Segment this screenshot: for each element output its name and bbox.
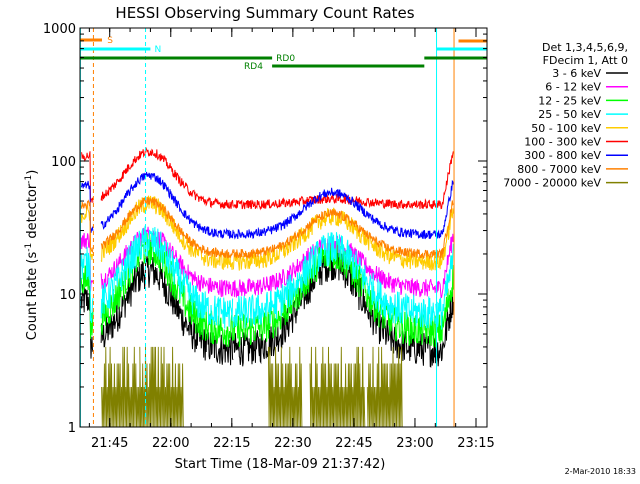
x-tick-label-2: 22:00 bbox=[152, 436, 189, 451]
series-6 bbox=[80, 147, 454, 211]
series-9-trace-5 bbox=[366, 346, 403, 428]
series-4-segment-3 bbox=[232, 232, 437, 329]
series-1-segment-3 bbox=[232, 247, 437, 368]
series-4 bbox=[80, 225, 454, 330]
legend-label-4: 25 - 50 keV bbox=[538, 108, 601, 121]
series-9 bbox=[101, 346, 403, 428]
series-7-segment-1 bbox=[80, 180, 94, 233]
legend-header-decimation: FDecim 1, Att 0 bbox=[543, 54, 628, 67]
series-9-trace-2 bbox=[139, 346, 184, 428]
series-8-segment-1 bbox=[80, 199, 94, 253]
series-2-segment-4 bbox=[435, 233, 454, 299]
plot-frame bbox=[79, 27, 488, 428]
y-axis-label: Count Rate (s-1 detector-1) bbox=[24, 170, 40, 341]
series-4-segment-1 bbox=[80, 246, 94, 323]
x-axis-label: Start Time (18-Mar-09 21:37:42) bbox=[175, 457, 386, 472]
series-3-segment-1 bbox=[80, 265, 94, 339]
series-7 bbox=[80, 171, 454, 240]
series-7-segment-3 bbox=[232, 187, 437, 240]
annotation-rd0: RD0 bbox=[276, 54, 295, 64]
y-tick-label-4: 1000 bbox=[43, 22, 76, 37]
series-3-segment-2 bbox=[100, 232, 234, 347]
footer-timestamp: 2-Mar-2010 18:33 bbox=[565, 467, 636, 476]
y-axis-label-end: ) bbox=[25, 170, 40, 175]
series-8-segment-3 bbox=[232, 208, 437, 260]
axes: 21:45 22:00 22:15 22:30 22:45 23:00 23:15 1 10 10… bbox=[43, 22, 495, 451]
legend-label-8: 800 - 7000 keV bbox=[517, 163, 601, 176]
legend-label-2: 6 - 12 keV bbox=[545, 81, 601, 94]
series-2-segment-1 bbox=[80, 232, 94, 292]
series-7-segment-4 bbox=[435, 179, 454, 239]
x-tick-label-1: 21:45 bbox=[91, 436, 128, 451]
series-9-trace-1 bbox=[101, 346, 143, 428]
series-1-segment-1 bbox=[80, 284, 94, 359]
legend-label-7: 300 - 800 keV bbox=[524, 149, 601, 162]
y-axis-label-mid: detector bbox=[25, 183, 40, 243]
series-5-segment-2 bbox=[100, 195, 234, 270]
series-8-segment-4 bbox=[435, 200, 454, 259]
series-6-segment-4 bbox=[435, 151, 454, 210]
x-tick-label-3: 22:15 bbox=[213, 436, 250, 451]
y-tick-label-3: 100 bbox=[51, 155, 76, 170]
annotation-rd4: RD4 bbox=[244, 62, 263, 72]
series-4-segment-4 bbox=[435, 243, 454, 330]
series-6-segment-3 bbox=[233, 193, 437, 211]
series-9-trace-3 bbox=[267, 346, 303, 428]
x-tick-label-4: 22:30 bbox=[274, 436, 311, 451]
annotation-s: S bbox=[107, 36, 113, 46]
series-7-segment-2 bbox=[100, 171, 234, 239]
series-4-segment-2 bbox=[100, 225, 234, 329]
series-6-segment-2 bbox=[100, 147, 234, 210]
y-tick-label-1: 1 bbox=[68, 421, 76, 436]
legend-header-detectors: Det 1,3,4,5,6,9, bbox=[542, 41, 628, 54]
y-axis-label-main: Count Rate (s bbox=[25, 252, 40, 341]
series-6-segment-1 bbox=[80, 151, 94, 203]
x-tick-label-6: 23:00 bbox=[396, 436, 433, 451]
annotation-flags: S N RD0 RD4 bbox=[79, 28, 488, 427]
series-8-segment-2 bbox=[100, 196, 234, 259]
x-tick-label-5: 22:45 bbox=[335, 436, 372, 451]
y-axis-label-sup2: -1 bbox=[24, 175, 34, 184]
series-5-segment-4 bbox=[435, 208, 454, 270]
legend-label-6: 100 - 300 keV bbox=[524, 136, 601, 149]
chart-title: HESSI Observing Summary Count Rates bbox=[115, 4, 414, 22]
series-8 bbox=[80, 196, 454, 260]
y-tick-label-2: 10 bbox=[59, 288, 76, 303]
series-3-segment-4 bbox=[435, 265, 454, 344]
legend-label-1: 3 - 6 keV bbox=[552, 67, 601, 80]
legend-label-3: 12 - 25 keV bbox=[538, 94, 601, 107]
legend-label-5: 50 - 100 keV bbox=[531, 122, 601, 135]
y-axis-label-sup1: -1 bbox=[24, 243, 34, 252]
plot-area: S N RD0 RD4 bbox=[79, 28, 488, 428]
legend: Det 1,3,4,5,6,9,FDecim 1, Att 03 - 6 keV… bbox=[503, 41, 628, 190]
series-9-trace-4 bbox=[309, 346, 366, 428]
legend-label-9: 7000 - 20000 keV bbox=[503, 177, 601, 190]
x-tick-label-7: 23:15 bbox=[457, 436, 494, 451]
annotation-n: N bbox=[154, 45, 161, 55]
